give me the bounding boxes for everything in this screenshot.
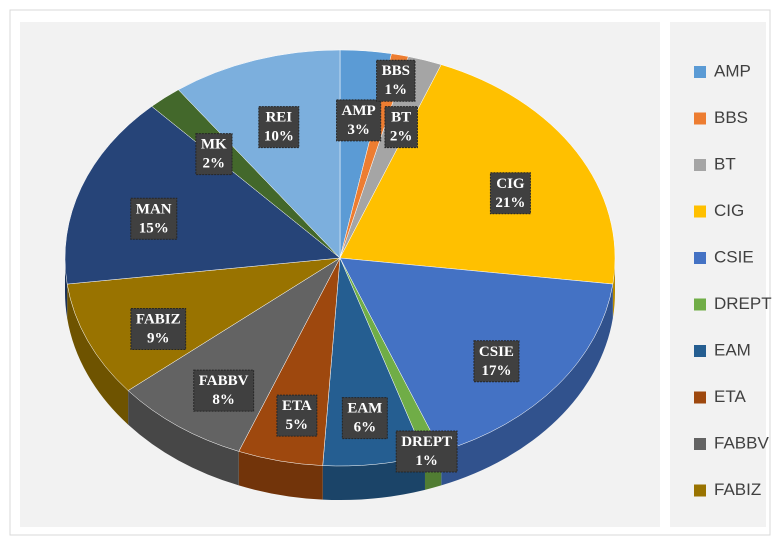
data-label: FABIZ 9% (130, 307, 187, 350)
label-value: 8% (212, 392, 235, 408)
label-category: MK (201, 137, 227, 153)
label-value: 10% (264, 129, 294, 145)
label-category: AMP (342, 103, 376, 119)
data-label-box (276, 394, 318, 437)
data-label: MAN 15% (130, 197, 178, 240)
legend-label: BBS (714, 108, 748, 127)
label-category: MAN (136, 201, 172, 217)
label-value: 17% (481, 363, 511, 379)
legend-swatch (694, 252, 706, 264)
legend-swatch (694, 484, 706, 497)
data-label: DREPT 1% (395, 430, 458, 473)
legend-label: DREPT (714, 294, 772, 313)
legend (670, 22, 766, 527)
pie-side (67, 284, 129, 425)
data-label-box (489, 172, 531, 215)
pie-slice (127, 257, 341, 452)
legend-label: AMP (714, 61, 751, 80)
data-label-box (473, 340, 520, 383)
pie-side (238, 451, 323, 500)
data-label-text: DREPT 1% (401, 434, 452, 469)
label-value: 2% (390, 129, 413, 145)
data-label: CSIE 17% (473, 340, 520, 383)
data-label: ETA 5% (276, 394, 318, 437)
label-category: FABIZ (136, 311, 181, 327)
data-label-text: MAN 15% (136, 201, 172, 236)
data-label: MK 2% (195, 133, 233, 176)
legend-swatch (694, 205, 706, 218)
legend-label: CSIE (714, 247, 754, 266)
label-value: 6% (354, 420, 377, 436)
pie-side (128, 390, 239, 486)
data-label-box (195, 133, 233, 176)
data-label-text: AMP 3% (342, 103, 376, 138)
data-label-box (384, 106, 418, 149)
data-label-text: ETA 5% (282, 398, 312, 433)
label-category: BBS (382, 63, 410, 79)
legend-swatch (694, 66, 706, 78)
label-value: 21% (495, 195, 525, 211)
legend-swatch (694, 345, 706, 357)
data-label: FABBV 8% (193, 369, 255, 412)
data-label-text: BBS 1% (382, 63, 410, 98)
data-label-box (193, 369, 255, 412)
label-category: EAM (347, 401, 382, 417)
legend-label: FABBV (714, 433, 769, 452)
data-label-box (341, 397, 388, 440)
data-label-text: CIG 21% (495, 176, 525, 211)
label-category: CSIE (479, 344, 514, 360)
data-label-box (130, 307, 187, 350)
legend-swatch (694, 298, 706, 311)
legend-swatch (694, 438, 706, 450)
pie-slice (339, 64, 616, 285)
pie-slice (66, 257, 341, 391)
legend-swatch (694, 112, 706, 125)
data-label-text: MK 2% (201, 137, 227, 172)
label-category: DREPT (401, 434, 452, 450)
data-label: EAM 6% (341, 397, 388, 440)
data-label-text: REI 10% (264, 110, 294, 145)
legend-label: ETA (714, 387, 746, 406)
legend-label: BT (714, 154, 736, 173)
label-value: 15% (139, 220, 169, 236)
data-label-text: CSIE 17% (479, 344, 514, 379)
data-label-box (336, 99, 382, 142)
legend-swatch (694, 159, 706, 171)
data-label: AMP 3% (336, 99, 382, 142)
data-label-text: FABBV 8% (199, 373, 249, 408)
label-category: BT (391, 110, 411, 126)
legend-swatch (694, 391, 706, 404)
label-value: 2% (203, 156, 226, 172)
data-label: CIG 21% (489, 172, 531, 215)
label-category: ETA (282, 398, 312, 414)
label-category: FABBV (199, 373, 249, 389)
data-label-text: FABIZ 9% (136, 311, 181, 346)
pie-slice (177, 49, 341, 259)
pie-side (441, 284, 613, 486)
data-label-text: BT 2% (390, 110, 413, 145)
label-value: 5% (286, 417, 309, 433)
data-label: BT 2% (384, 106, 418, 149)
legend-label: EAM (714, 340, 751, 359)
label-value: 9% (147, 330, 170, 346)
label-value: 1% (415, 453, 438, 469)
data-label-box (258, 106, 300, 149)
label-value: 3% (347, 122, 370, 138)
data-label-box (376, 59, 416, 102)
label-category: REI (265, 110, 292, 126)
legend-label: CIG (714, 201, 744, 220)
data-label-box (130, 197, 178, 240)
legend-label: FABIZ (714, 480, 761, 499)
data-label: BBS 1% (376, 59, 416, 102)
label-category: CIG (496, 176, 525, 192)
data-label: REI 10% (258, 106, 300, 149)
data-label-text: EAM 6% (347, 401, 382, 436)
data-label-box (395, 430, 458, 473)
label-value: 1% (385, 82, 408, 98)
